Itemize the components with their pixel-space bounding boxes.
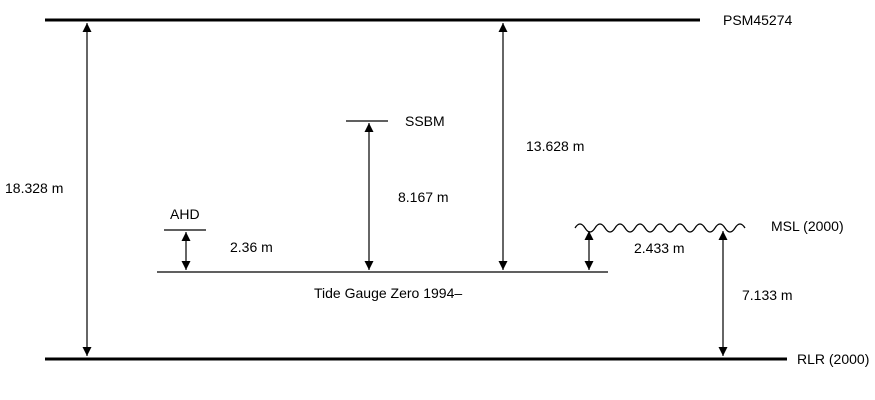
- msl-to-tgz-measurement: 2.433 m: [634, 240, 685, 256]
- tide-gauge-zero-label: Tide Gauge Zero 1994–: [314, 285, 462, 301]
- msl-wave-line: [574, 223, 746, 233]
- ssbm-to-tgz-measurement: 8.167 m: [398, 189, 449, 205]
- msl-to-rlr-measurement: 7.133 m: [742, 287, 793, 303]
- ahd-to-tgz-measurement: 2.36 m: [230, 239, 273, 255]
- ssbm-label: SSBM: [405, 113, 445, 129]
- msl-label: MSL (2000): [771, 218, 844, 234]
- psm-label: PSM45274: [723, 12, 792, 28]
- psm-to-tgz-measurement: 13.628 m: [526, 138, 584, 154]
- ahd-label: AHD: [170, 206, 200, 222]
- psm-to-rlr-measurement: 18.328 m: [5, 180, 63, 196]
- rlr-label: RLR (2000): [797, 351, 869, 367]
